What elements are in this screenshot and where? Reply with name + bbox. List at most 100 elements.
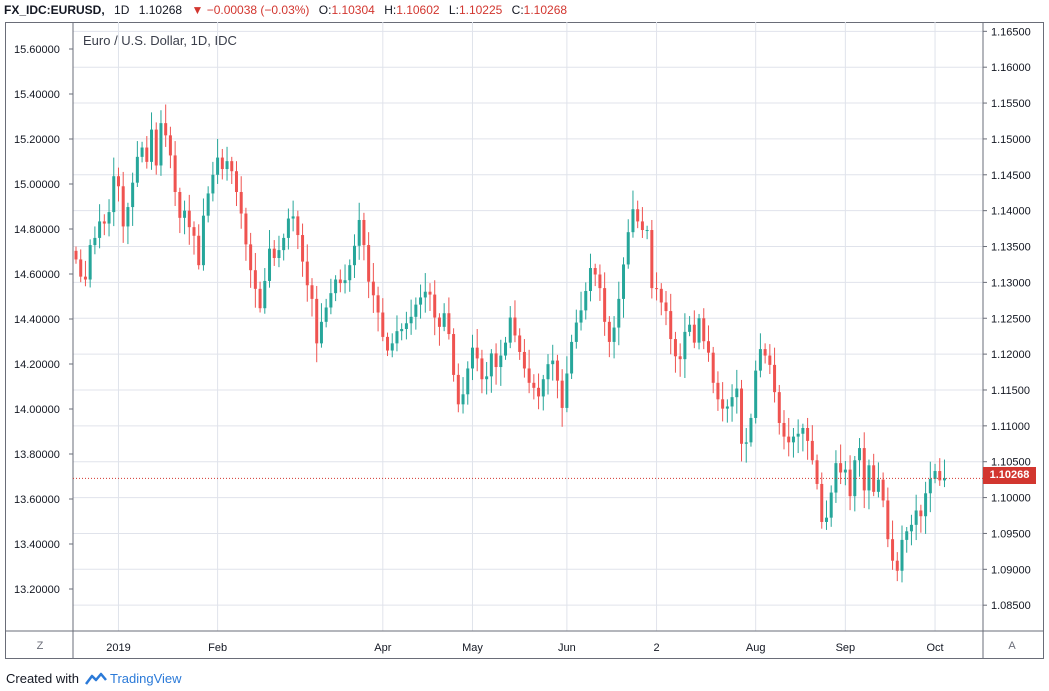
candle[interactable] [843,460,847,486]
candle[interactable] [296,210,300,250]
candle[interactable] [551,344,555,381]
candle[interactable] [636,200,640,229]
candle[interactable] [683,313,687,379]
candle[interactable] [900,525,904,583]
candle[interactable] [782,410,786,450]
candle[interactable] [150,112,154,170]
candle[interactable] [466,361,470,405]
candle[interactable] [216,138,220,184]
candle[interactable] [669,293,673,355]
candle[interactable] [433,280,437,336]
candle[interactable] [678,343,682,377]
tradingview-brand[interactable]: TradingView [109,671,182,686]
candle[interactable] [390,333,394,358]
candle[interactable] [475,329,479,372]
candle[interactable] [527,349,531,394]
candle[interactable] [829,485,833,527]
candle[interactable] [201,198,205,271]
candle[interactable] [773,347,777,403]
candle[interactable] [622,257,626,318]
candle[interactable] [697,313,701,350]
candle[interactable] [499,339,503,386]
candle[interactable] [706,325,710,362]
candle[interactable] [508,306,512,349]
candle[interactable] [324,298,328,328]
candle[interactable] [88,239,92,288]
candle[interactable] [541,374,545,411]
candle[interactable] [211,161,215,202]
candle[interactable] [428,283,432,312]
candle[interactable] [796,419,800,454]
candle[interactable] [452,328,456,382]
candle[interactable] [735,369,739,414]
candle[interactable] [631,190,635,238]
candle[interactable] [815,454,819,490]
candle[interactable] [617,281,621,346]
candle[interactable] [702,308,706,350]
candle[interactable] [942,459,946,488]
candle[interactable] [244,207,248,261]
candle[interactable] [112,157,116,227]
candle[interactable] [914,494,918,541]
candle[interactable] [537,373,541,410]
candle[interactable] [867,459,871,510]
candle[interactable] [928,461,932,513]
candle[interactable] [560,369,564,427]
candle[interactable] [286,208,290,250]
candle[interactable] [688,316,692,337]
candle[interactable] [504,336,508,360]
candle[interactable] [362,212,366,261]
candle[interactable] [673,331,677,373]
candle[interactable] [721,382,725,422]
candle[interactable] [489,349,493,393]
candle[interactable] [612,316,616,359]
candle[interactable] [881,472,885,508]
candle[interactable] [895,552,899,582]
candle[interactable] [716,371,720,411]
candle[interactable] [197,224,201,270]
candle[interactable] [135,141,139,187]
candle[interactable] [518,328,522,360]
candle[interactable] [810,425,814,465]
candle[interactable] [116,167,120,202]
candle[interactable] [801,423,805,452]
candle[interactable] [692,310,696,349]
candle[interactable] [607,316,611,358]
candle[interactable] [348,259,352,292]
candle[interactable] [145,136,149,169]
symbol-name[interactable]: FX_IDC:EURUSD, [4,3,105,17]
candle[interactable] [598,264,602,301]
candle[interactable] [220,148,224,180]
candle[interactable] [485,362,489,395]
candle[interactable] [131,172,135,226]
candle[interactable] [744,428,748,463]
candle[interactable] [282,233,286,261]
candle[interactable] [924,481,928,534]
candle[interactable] [164,104,168,147]
candle[interactable] [876,462,880,498]
candle[interactable] [102,214,106,236]
candle[interactable] [386,332,390,357]
candle[interactable] [640,207,644,238]
candle[interactable] [853,455,857,512]
candle[interactable] [178,187,182,234]
candle[interactable] [664,290,668,326]
candle[interactable] [862,432,866,509]
candle[interactable] [371,263,375,313]
candle[interactable] [758,333,762,378]
candle[interactable] [376,286,380,332]
candle[interactable] [579,291,583,331]
candle[interactable] [268,230,272,288]
candle[interactable] [272,240,276,266]
candle[interactable] [230,156,234,185]
candle[interactable] [768,344,772,375]
candle[interactable] [584,282,588,320]
candle[interactable] [206,186,210,223]
candle[interactable] [522,339,526,378]
candle[interactable] [777,384,781,435]
candle[interactable] [513,300,517,343]
candle[interactable] [886,487,890,548]
candle[interactable] [381,298,385,342]
candle[interactable] [806,417,810,460]
candle[interactable] [593,263,597,287]
